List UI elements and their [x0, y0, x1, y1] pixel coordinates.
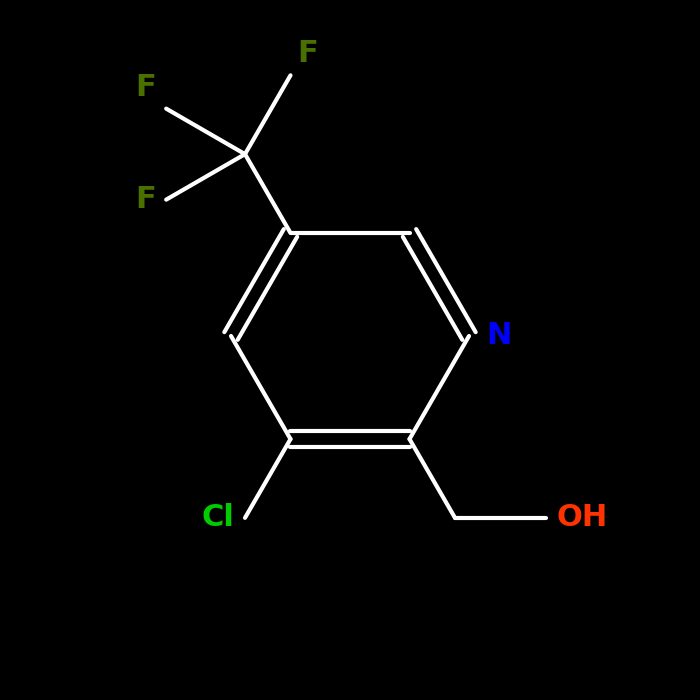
Text: N: N — [486, 321, 512, 351]
Text: OH: OH — [556, 503, 608, 533]
Text: Cl: Cl — [202, 503, 235, 533]
Text: F: F — [135, 73, 155, 102]
Text: F: F — [298, 39, 318, 69]
Text: F: F — [135, 185, 155, 214]
